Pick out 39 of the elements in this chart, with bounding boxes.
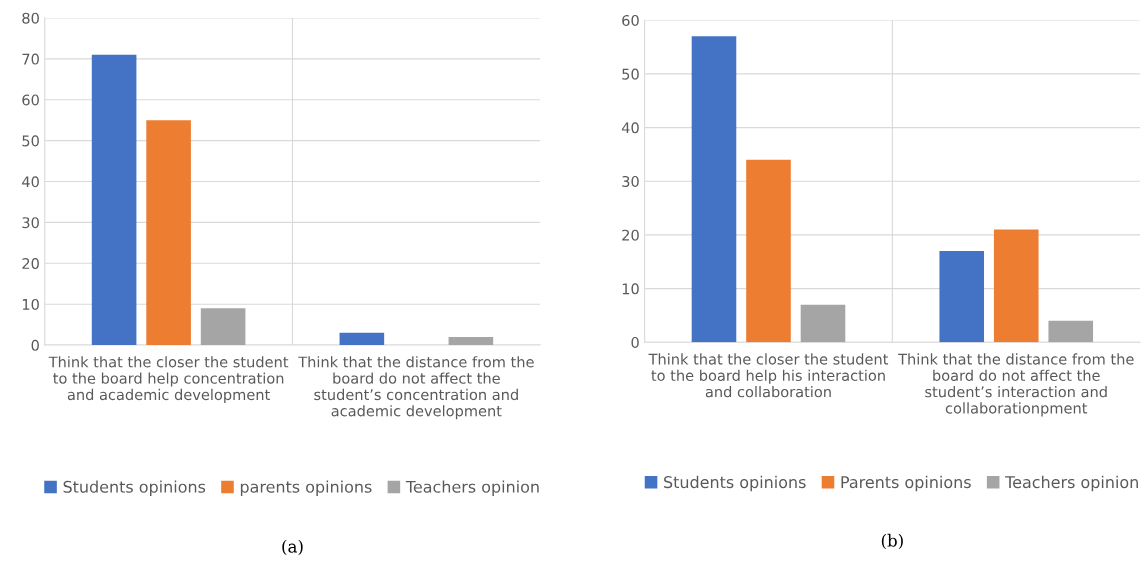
y-tick-label: 60: [622, 14, 639, 26]
legend-label: Teachers opinion: [405, 480, 539, 496]
bar: [448, 336, 494, 346]
y-tick-label: 70: [22, 53, 39, 65]
x-tick-label: Think that the closer the student to the board help his interaction and collaboration: [648, 353, 889, 398]
bar: [200, 308, 246, 346]
text: (a): [282, 539, 303, 556]
legend-label: Students opinions: [664, 475, 806, 492]
bar: [691, 36, 737, 343]
y-tick-label: 50: [22, 135, 39, 147]
y-tick-label: 30: [22, 217, 39, 229]
text: (b): [881, 533, 903, 550]
bar: [993, 229, 1039, 343]
y-tick-label: 40: [22, 176, 39, 188]
legend-label: Teachers opinion: [1005, 475, 1138, 492]
legend-label: Students opinions: [63, 480, 206, 496]
y-tick-label: 80: [22, 12, 39, 24]
y-tick-label: 10: [622, 283, 639, 295]
bar: [91, 54, 137, 346]
y-tick-label: 20: [622, 229, 639, 241]
y-tick-label: 0: [31, 339, 39, 351]
y-tick-label: 40: [621, 122, 639, 134]
bar: [339, 332, 385, 346]
y-tick-label: 60: [22, 94, 39, 106]
bar: [146, 120, 191, 346]
legend-label: parents opinions: [240, 480, 372, 496]
y-tick-label: 20: [22, 258, 39, 270]
x-tick-label: Think that the distance from the board do not affect the student’s concentration and academic development: [298, 356, 534, 420]
bar: [939, 251, 985, 343]
y-tick-label: 0: [631, 336, 639, 349]
bar: [746, 159, 791, 343]
y-tick-label: 10: [22, 298, 39, 310]
bar: [800, 304, 846, 343]
bar: [1048, 320, 1094, 343]
y-tick-label: 50: [622, 68, 639, 80]
legend-label: Parents opinions: [841, 475, 971, 492]
x-tick-label: Think that the closer the student to the board help concentration and academic development: [48, 356, 289, 403]
x-tick-label: Think that the distance from the board do not affect the student’s interaction and collaborationpment: [898, 353, 1134, 417]
y-tick-label: 30: [622, 175, 639, 187]
